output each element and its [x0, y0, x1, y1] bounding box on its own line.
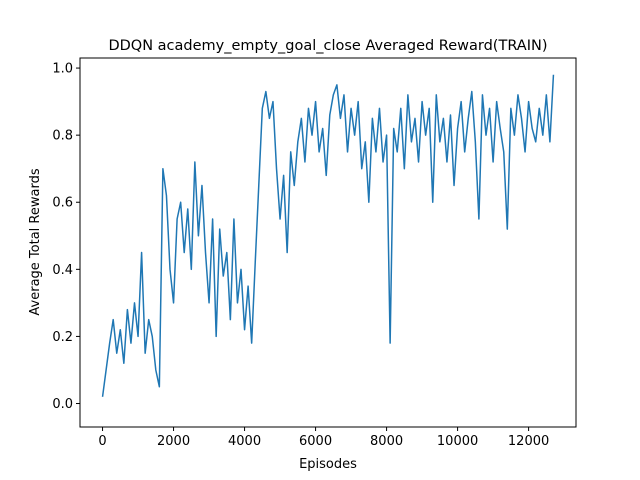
x-tick-label: 6000 [299, 434, 332, 449]
plot-frame [79, 57, 577, 428]
x-tick-label: 4000 [228, 434, 261, 449]
x-tick-label: 10000 [437, 434, 478, 449]
x-axis-label: Episodes [299, 457, 357, 472]
y-tick-label: 0.4 [52, 263, 73, 278]
y-axis-label: Average Total Rewards [28, 168, 43, 315]
x-tick-label: 8000 [370, 434, 403, 449]
y-tick-label: 0.8 [52, 129, 73, 144]
y-tick-label: 0.6 [52, 196, 73, 211]
x-tick-label: 12000 [508, 434, 549, 449]
y-tick-label: 0.2 [52, 330, 73, 345]
data-line [101, 74, 555, 397]
chart-title: DDQN academy_empty_goal_close Averaged R… [108, 38, 547, 54]
x-tick-label: 2000 [157, 434, 190, 449]
y-tick-label: 1.0 [52, 62, 73, 77]
x-tick-label: 0 [98, 434, 106, 449]
y-tick-label: 0.0 [52, 397, 73, 412]
